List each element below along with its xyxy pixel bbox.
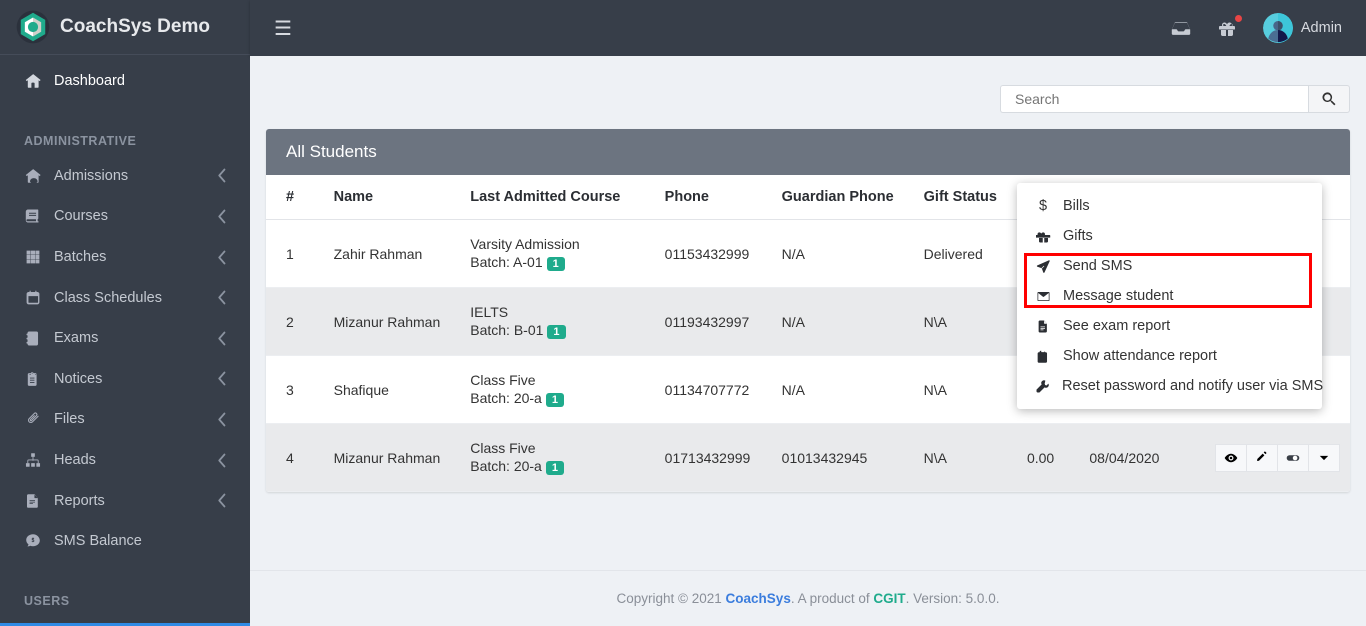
svg-text:$: $ bbox=[32, 538, 35, 544]
